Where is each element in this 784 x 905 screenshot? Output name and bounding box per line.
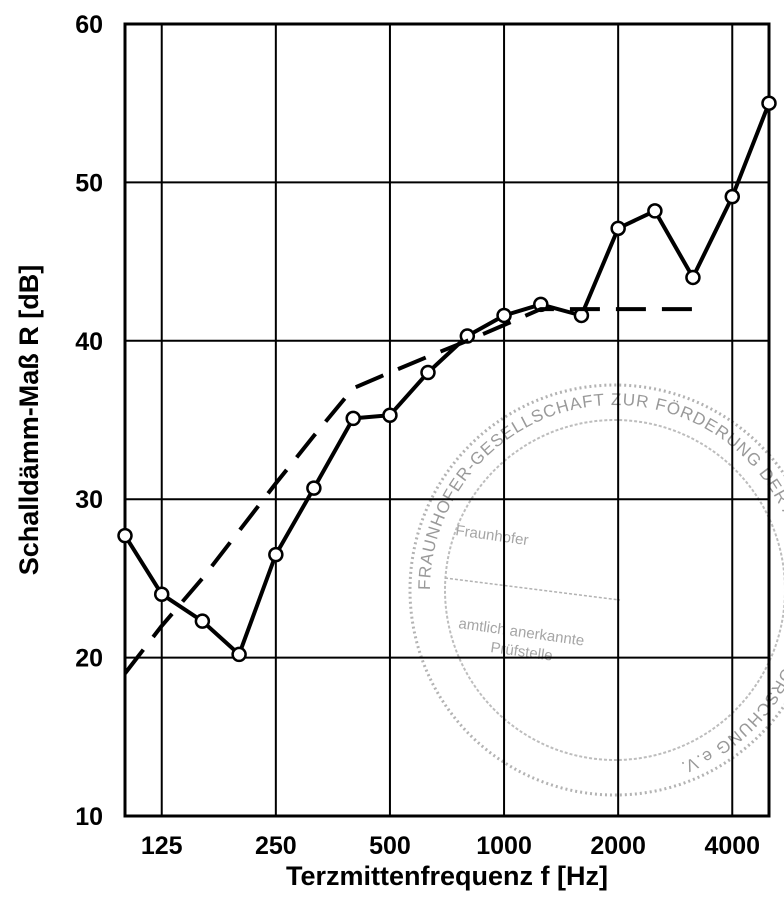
data-point: [724, 188, 741, 205]
data-point: [685, 269, 701, 286]
x-tick-label: 1000: [476, 832, 532, 860]
y-tick-label: 30: [75, 486, 103, 514]
data-point: [610, 220, 626, 237]
data-point: [647, 203, 663, 219]
data-point: [420, 364, 436, 381]
data-point: [268, 546, 284, 563]
stamp-line-1: Fraunhofer: [454, 522, 529, 549]
data-point: [231, 646, 247, 663]
plot-frame: [123, 22, 771, 818]
y-tick-label: 60: [75, 11, 103, 39]
grid: [125, 24, 769, 816]
data-point: [382, 407, 398, 423]
data-point: [194, 613, 211, 629]
x-tick-label: 125: [141, 832, 183, 860]
y-axis-label: Schalldämm-Maß R [dB]: [14, 265, 44, 576]
y-tick-label: 50: [75, 169, 103, 197]
x-tick-label: 250: [255, 832, 297, 860]
data-point: [117, 527, 133, 544]
stamp-watermark: FRAUNHOFER-GESELLSCHAFT ZUR FÖRDERUNG DE…: [408, 383, 784, 797]
stamp-ring-text: FRAUNHOFER-GESELLSCHAFT ZUR FÖRDERUNG DE…: [415, 390, 784, 777]
series-layer: [117, 95, 777, 675]
data-point: [153, 586, 170, 602]
data-point: [306, 480, 322, 496]
x-tick-label: 500: [369, 832, 411, 860]
solid-series-line: [123, 102, 771, 657]
x-axis-label: Terzmittenfrequenz f [Hz]: [286, 861, 608, 891]
data-point: [496, 307, 512, 324]
dashed-series-line: [123, 307, 693, 675]
y-tick-label: 20: [75, 645, 103, 673]
x-tick-label: 4000: [704, 832, 760, 860]
data-point: [761, 95, 777, 111]
x-tick-label: 2000: [590, 832, 646, 860]
y-tick-label: 10: [75, 803, 103, 831]
data-point: [345, 410, 361, 427]
ticks-layer: 125 250 500 1000 2000 4000 10 20 30 40 50 60: [75, 11, 760, 860]
y-tick-label: 40: [75, 328, 103, 356]
